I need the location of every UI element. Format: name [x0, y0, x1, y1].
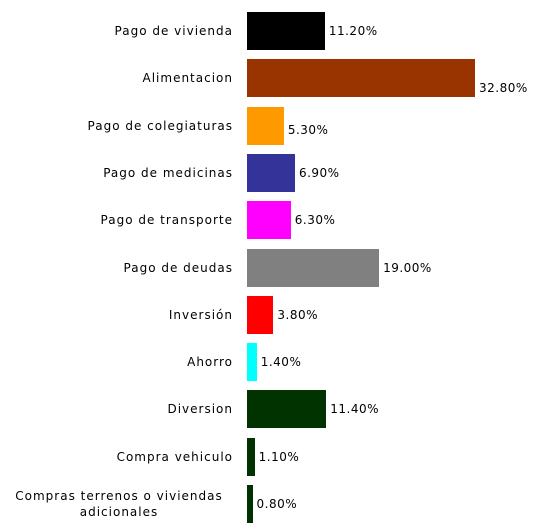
category-label: Pago de transporte	[100, 213, 233, 228]
category-label: Diversion	[167, 402, 233, 417]
bar	[247, 153, 295, 192]
value-label: 1.10%	[258, 449, 300, 464]
bar	[247, 437, 255, 476]
bar	[247, 343, 257, 382]
value-label: 5.30%	[287, 122, 329, 137]
value-label: 11.20%	[328, 24, 378, 38]
value-label: 6.30%	[294, 213, 336, 228]
value-label: 0.80%	[256, 497, 298, 511]
category-label: Inversión	[168, 307, 233, 322]
value-label: 1.40%	[260, 355, 302, 370]
value-label: 19.00%	[383, 260, 432, 275]
category-label: Pago de medicinas	[103, 165, 233, 180]
value-label: 6.90%	[298, 165, 340, 180]
bar	[247, 390, 327, 429]
bar	[247, 201, 291, 240]
value-label: 32.80%	[479, 81, 528, 96]
bar	[247, 295, 274, 334]
category-label: Pago de deudas	[123, 260, 233, 275]
category-label: Pago de vivienda	[114, 24, 233, 38]
category-label: Compras terrenos o viviendas adicionales	[15, 489, 223, 519]
bar	[247, 12, 325, 50]
bar	[247, 248, 380, 287]
bar	[247, 485, 253, 523]
value-label: 11.40%	[330, 402, 379, 417]
category-label: Alimentacion	[142, 71, 233, 86]
category-label: Compra vehiculo	[116, 449, 233, 464]
bar	[247, 106, 284, 145]
value-label: 3.80%	[277, 307, 319, 322]
category-label: Pago de colegiaturas	[87, 118, 233, 133]
category-label: Ahorro	[187, 355, 233, 370]
bar	[247, 59, 475, 98]
